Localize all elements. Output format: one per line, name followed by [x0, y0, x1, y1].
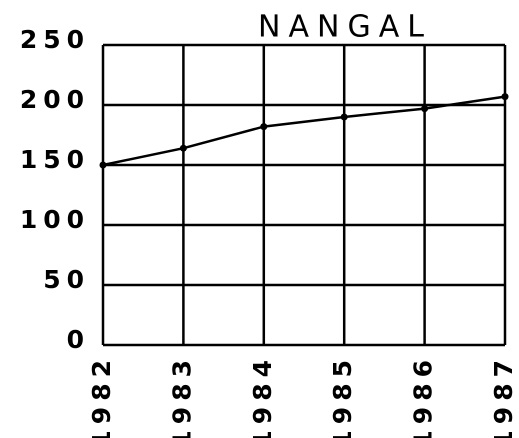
x-tick-label: 1984 — [248, 354, 277, 438]
x-tick-label: 1982 — [87, 354, 116, 438]
y-tick-label: 0 — [67, 325, 90, 354]
y-tick-label: 250 — [20, 25, 90, 54]
y-tick-label: 200 — [20, 85, 90, 114]
x-tick-label: 1986 — [409, 354, 438, 438]
data-line — [102, 95, 506, 167]
y-tick-label: 150 — [20, 145, 90, 174]
chart-title: NANGAL — [258, 10, 432, 45]
data-point — [99, 161, 107, 169]
y-tick-label: 100 — [20, 205, 90, 234]
x-tick-label: 1985 — [328, 354, 357, 438]
y-tick-label: 50 — [43, 265, 90, 294]
data-point — [340, 113, 348, 121]
data-point — [501, 93, 509, 101]
x-tick-label: 1983 — [167, 354, 196, 438]
x-tick-label: 1987 — [489, 354, 518, 438]
data-point — [179, 144, 187, 152]
data-point — [421, 105, 429, 113]
data-point — [260, 123, 268, 131]
